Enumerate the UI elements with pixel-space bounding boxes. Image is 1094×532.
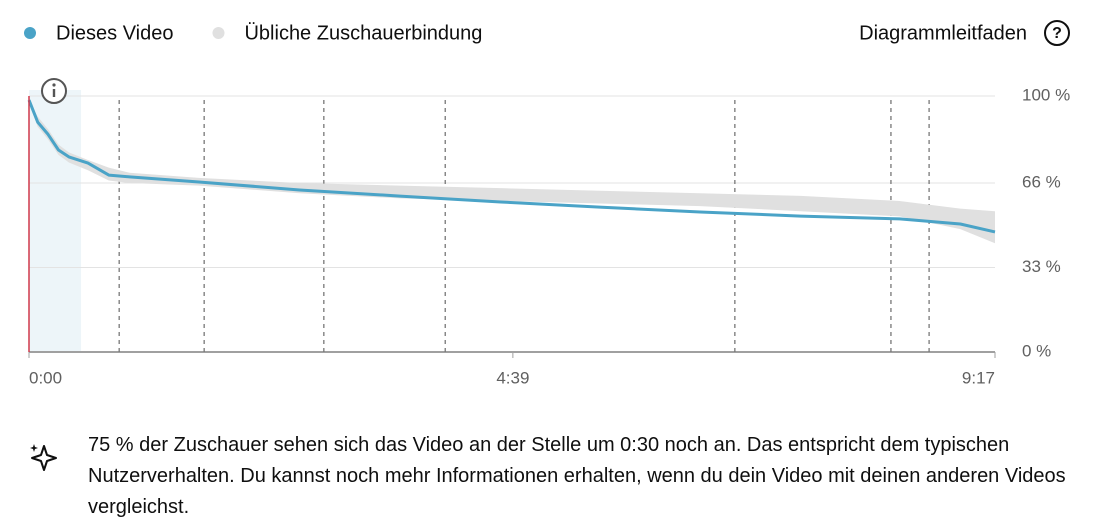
svg-text:?: ? — [1052, 25, 1062, 42]
typical-retention-band — [29, 101, 995, 244]
legend-label: Dieses Video — [56, 22, 173, 44]
y-tick-label: 100 % — [1022, 85, 1070, 104]
y-tick-label: 66 % — [1022, 173, 1061, 192]
chart: Dieses Video Übliche Zuschauerbindung Dia… — [24, 20, 1070, 387]
y-tick-label: 33 % — [1022, 257, 1061, 276]
sparkle-icon — [30, 444, 57, 471]
info-icon-dot — [52, 83, 56, 87]
info-icon — [41, 78, 67, 104]
retention-line — [27, 99, 996, 234]
legend-swatch — [212, 27, 225, 39]
guide-link[interactable]: Diagrammleitfaden — [859, 22, 1027, 44]
x-tick-label: 4:39 — [496, 368, 529, 387]
help-icon[interactable]: ? — [1044, 20, 1070, 46]
legend-swatch — [24, 27, 36, 39]
x-tick-label: 9:17 — [962, 368, 995, 387]
highlight-region — [29, 90, 82, 352]
x-tick-label: 0:00 — [29, 368, 62, 387]
legend: Dieses Video Übliche Zuschauerbindung — [24, 22, 482, 44]
insight-text: 75 % der Zuschauer sehen sich das Video … — [88, 434, 1066, 518]
y-tick-label: 0 % — [1022, 341, 1051, 360]
legend-label: Übliche Zuschauerbindung — [244, 22, 482, 44]
